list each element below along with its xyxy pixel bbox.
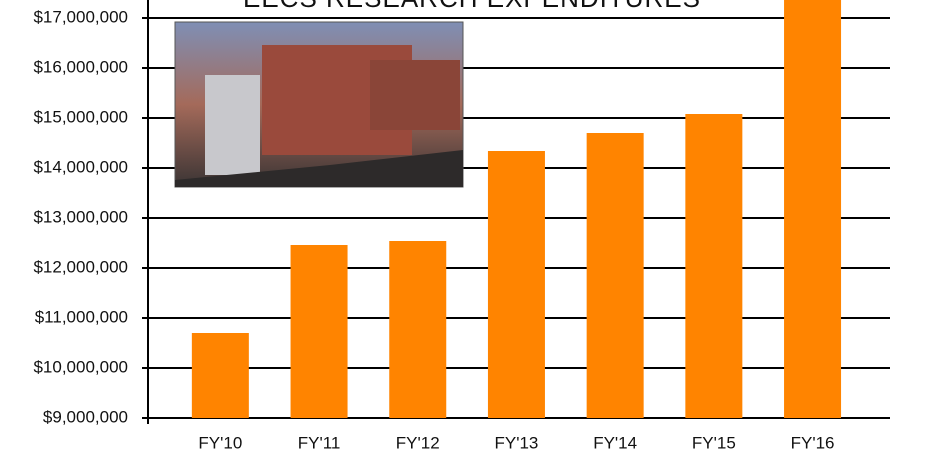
x-tick-label: FY'10 xyxy=(198,433,242,452)
chart: EECS RESEARCH EXPENDITURES $9,000,000 $10… xyxy=(0,0,930,455)
bar xyxy=(784,0,841,418)
photo xyxy=(175,22,463,187)
y-tick-label: $9,000,000 xyxy=(43,407,128,426)
x-tick-label: FY'14 xyxy=(593,433,637,452)
x-tick-label: FY'11 xyxy=(298,433,341,452)
bar xyxy=(685,114,742,418)
y-tick-label: $12,000,000 xyxy=(33,257,128,276)
y-tick-label: $11,000,000 xyxy=(35,307,128,326)
chart-title: EECS RESEARCH EXPENDITURES xyxy=(243,0,701,13)
x-tick-label: FY'13 xyxy=(495,433,539,452)
y-tick-label: $14,000,000 xyxy=(33,157,128,176)
y-tick-label: $10,000,000 xyxy=(33,357,128,376)
bar xyxy=(192,333,249,418)
bar xyxy=(291,245,348,418)
y-tick-label: $15,000,000 xyxy=(33,107,128,126)
bar xyxy=(389,241,446,418)
bar xyxy=(587,133,644,418)
y-tick-label: $17,000,000 xyxy=(33,7,128,26)
y-tick-label: $13,000,000 xyxy=(33,207,128,226)
x-tick-label: FY'12 xyxy=(396,433,440,452)
y-tick-label: $16,000,000 xyxy=(33,57,128,76)
bar xyxy=(488,151,545,418)
x-tick-label: FY'16 xyxy=(791,433,835,452)
x-tick-label: FY'15 xyxy=(692,433,736,452)
